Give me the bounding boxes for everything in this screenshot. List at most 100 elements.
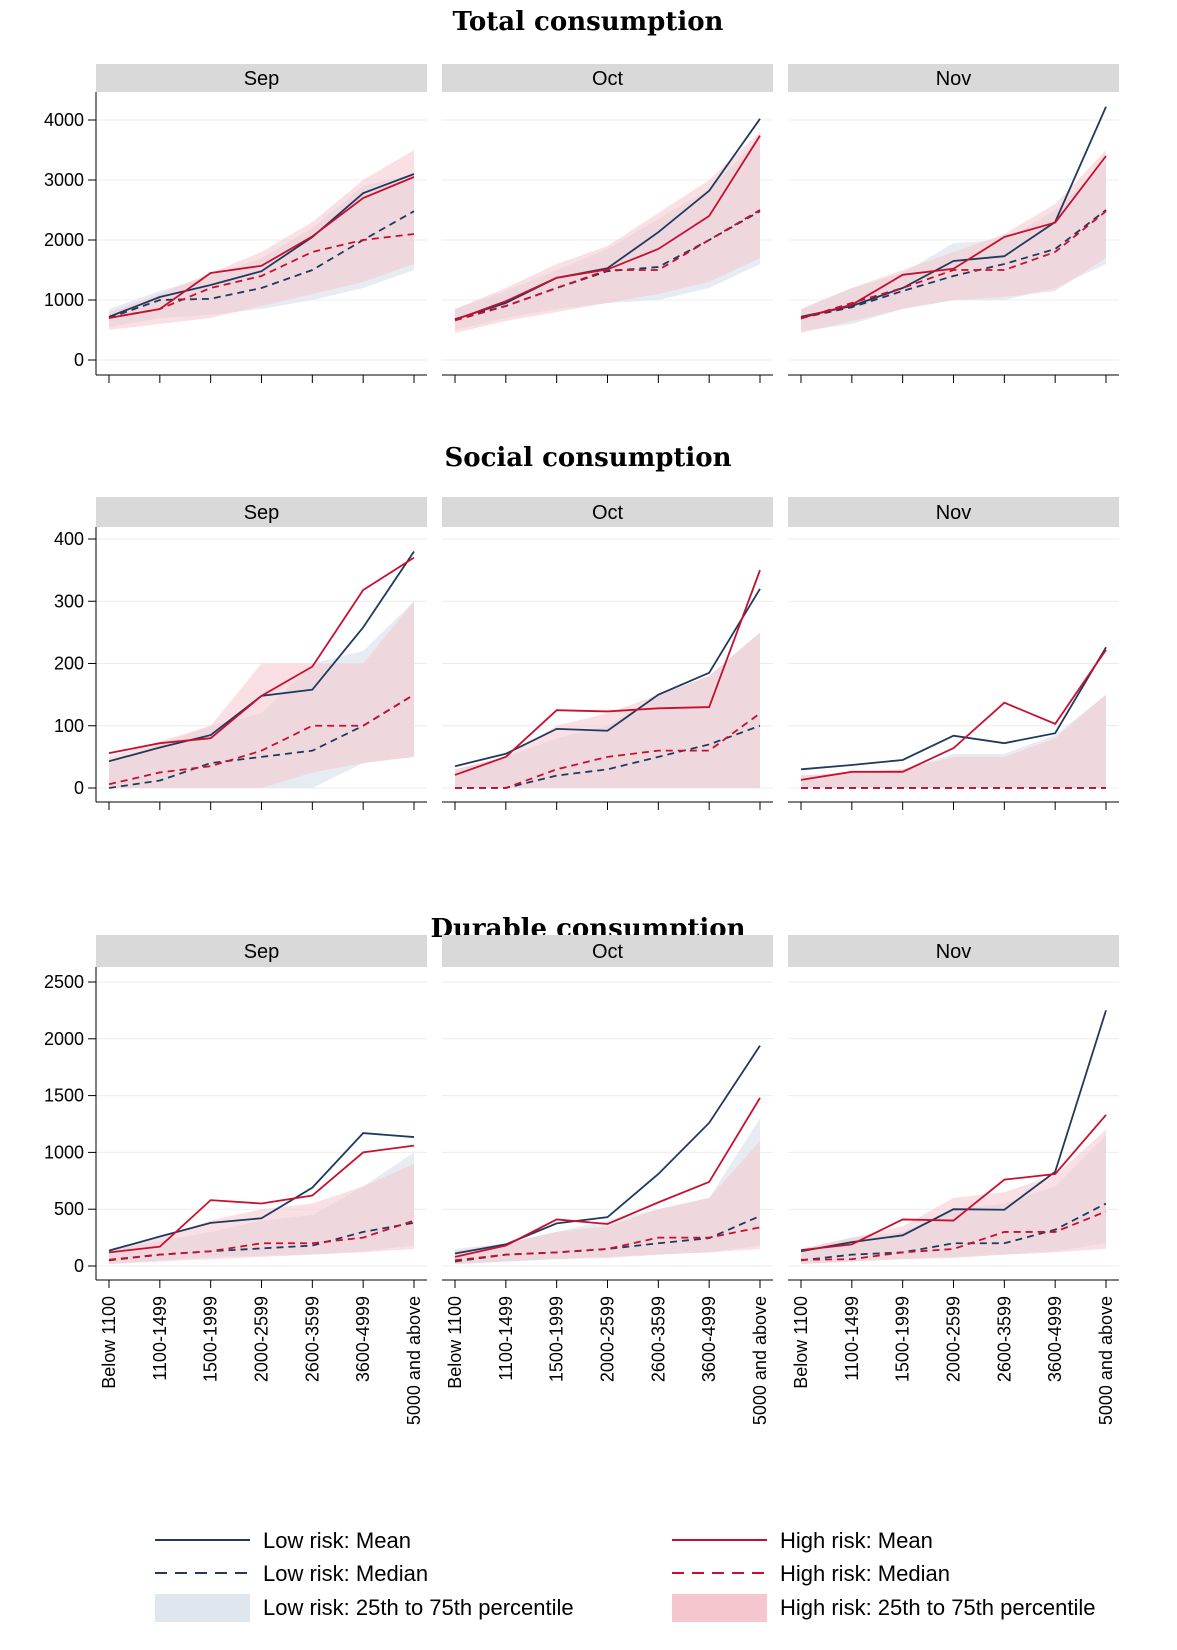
facet-2-2: Nov Below 1100 1100-1499 1500-1999 2000-2599… — [788, 935, 1119, 1425]
facet-label: Nov — [936, 68, 972, 90]
legend: Low risk: Mean Low risk: Median Low risk… — [155, 1528, 1096, 1622]
facet-label: Oct — [592, 68, 624, 90]
high-risk-iqr-band — [455, 1141, 760, 1265]
facet-label: Sep — [244, 68, 280, 90]
facet-strip — [442, 64, 773, 92]
y-tick-label: 500 — [54, 1199, 84, 1219]
facet-0-0: Sep — [96, 64, 427, 383]
y-tick-label: 0 — [74, 350, 84, 370]
facet-1-0: Sep — [96, 497, 427, 810]
high-risk-mean-line — [108, 1144, 415, 1254]
high-risk-median-line — [800, 1210, 1107, 1261]
y-tick-label: 2000 — [44, 230, 84, 250]
high-risk-iqr-band — [801, 150, 1106, 333]
x-tick-label: 1500-1999 — [201, 1296, 221, 1382]
y-tick-label: 400 — [54, 529, 84, 549]
legend-low-mean-label: Low risk: Mean — [263, 1528, 411, 1553]
legend-high-band-label: High risk: 25th to 75th percentile — [780, 1595, 1096, 1620]
legend-low-band-swatch — [155, 1594, 250, 1622]
x-tick-label: 5000 and above — [750, 1296, 770, 1425]
facet-label: Nov — [936, 502, 972, 524]
facet-label: Sep — [244, 941, 280, 963]
legend-low-median-label: Low risk: Median — [263, 1561, 428, 1586]
facet-1-1: Oct — [442, 497, 773, 810]
x-tick-label: 3600-4999 — [1045, 1296, 1065, 1382]
x-tick-label: 3600-4999 — [699, 1296, 719, 1382]
facet-2-0: Sep Below 1100 1100-1499 1500-1999 2000-2599… — [96, 935, 427, 1425]
legend-high-mean-label: High risk: Mean — [780, 1528, 933, 1553]
facet-label: Sep — [244, 502, 280, 524]
legend-high-median-label: High risk: Median — [780, 1561, 950, 1586]
y-tick-label: 3000 — [44, 170, 84, 190]
low-risk-mean-line — [800, 646, 1107, 771]
high-risk-mean-line — [800, 1114, 1107, 1251]
facet-label: Oct — [592, 941, 624, 963]
y-tick-label: 1500 — [44, 1086, 84, 1106]
low-risk-mean-line — [454, 118, 761, 321]
chart-row-2: Sep Below 1100 1100-1499 1500-1999 2000-2599… — [44, 935, 1119, 1425]
y-tick-label: 1000 — [44, 290, 84, 310]
x-tick-label: 2000-2599 — [598, 1296, 618, 1382]
y-tick-label: 2000 — [44, 1029, 84, 1049]
high-risk-mean-line — [454, 1097, 761, 1258]
high-risk-mean-line — [454, 569, 761, 776]
facet-strip — [442, 935, 773, 967]
x-tick-label: 1100-1499 — [150, 1296, 170, 1381]
x-tick-label: Below 1100 — [445, 1296, 465, 1389]
panel-title-total: Total consumption — [453, 7, 724, 37]
facet-2-1: Oct Below 1100 1100-1499 1500-1999 2000-2599… — [442, 935, 773, 1425]
high-risk-mean-line — [454, 135, 761, 321]
facet-strip — [96, 935, 427, 967]
facet-strip — [96, 64, 427, 92]
facet-strip — [788, 935, 1119, 967]
x-tick-label: 2600-3599 — [302, 1296, 322, 1382]
high-risk-mean-line — [108, 176, 415, 319]
low-risk-mean-line — [454, 1045, 761, 1255]
x-tick-label: 5000 and above — [404, 1296, 424, 1425]
high-risk-iqr-band — [801, 1129, 1106, 1265]
x-tick-label: 1100-1499 — [842, 1296, 862, 1381]
facet-strip — [442, 497, 773, 527]
y-tick-label: 300 — [54, 591, 84, 611]
high-risk-iqr-band — [109, 1163, 414, 1265]
x-tick-label: 2600-3599 — [648, 1296, 668, 1382]
x-tick-label: 1500-1999 — [547, 1296, 567, 1382]
low-risk-mean-line — [454, 588, 761, 768]
high-risk-median-line — [108, 1219, 415, 1261]
x-tick-label: 2000-2599 — [252, 1296, 272, 1382]
x-tick-label: Below 1100 — [791, 1296, 811, 1389]
x-tick-label: 3600-4999 — [353, 1296, 373, 1382]
high-risk-mean-line — [108, 556, 415, 755]
legend-low-band-label: Low risk: 25th to 75th percentile — [263, 1595, 574, 1620]
facet-label: Oct — [592, 502, 624, 524]
low-risk-median-line — [800, 1202, 1107, 1262]
y-tick-label: 100 — [54, 716, 84, 736]
y-tick-label: 200 — [54, 654, 84, 674]
facet-strip — [788, 64, 1119, 92]
high-risk-median-line — [455, 712, 761, 789]
low-risk-median-line — [800, 209, 1107, 319]
high-risk-iqr-band — [455, 632, 760, 788]
facet-1-2: Nov — [788, 497, 1119, 810]
y-tick-label: 4000 — [44, 110, 84, 130]
x-tick-label: 5000 and above — [1096, 1296, 1116, 1425]
y-tick-label: 1000 — [44, 1142, 84, 1162]
chart-row-1: Sep Oct Nov 0 100 200 300 400 — [54, 497, 1119, 810]
x-tick-label: 1100-1499 — [496, 1296, 516, 1381]
facet-strip — [96, 497, 427, 527]
high-risk-iqr-band — [109, 601, 414, 788]
high-risk-median-line — [800, 210, 1107, 320]
x-tick-label: 1500-1999 — [893, 1296, 913, 1382]
facet-label: Nov — [936, 941, 972, 963]
high-risk-iqr-band — [109, 150, 414, 330]
high-risk-iqr-band — [455, 132, 760, 333]
x-tick-label: Below 1100 — [99, 1296, 119, 1389]
x-tick-label: 2600-3599 — [994, 1296, 1014, 1382]
high-risk-mean-line — [800, 649, 1107, 781]
y-tick-label: 2500 — [44, 972, 84, 992]
low-risk-mean-line — [800, 1010, 1107, 1253]
facet-strip — [788, 497, 1119, 527]
panel-title-social: Social consumption — [444, 443, 731, 473]
